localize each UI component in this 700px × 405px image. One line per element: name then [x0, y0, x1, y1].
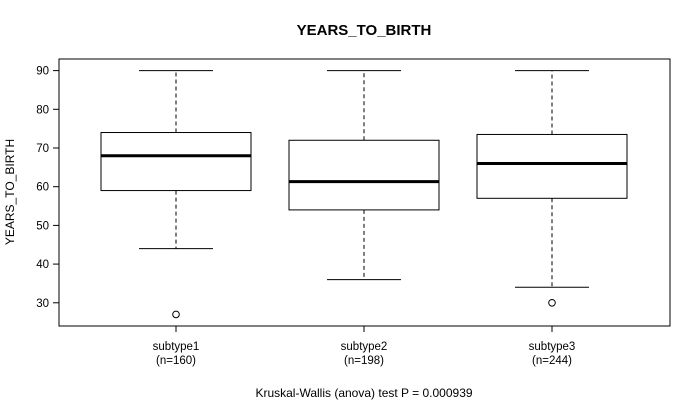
- x-tick-label-subtype3: subtype3: [529, 341, 576, 353]
- test-footnote: Kruskal-Wallis (anova) test P = 0.000939: [255, 386, 472, 400]
- box-subtype1: [100, 70, 252, 319]
- iqr-box-subtype1: [100, 132, 252, 192]
- y-tick-label-60: 60: [36, 182, 49, 194]
- y-axis: 30 40 50 60 70 80 90: [36, 66, 59, 310]
- box-subtype3: [476, 70, 628, 307]
- x-tick-label-subtype2: subtype2: [341, 341, 388, 353]
- x-tick-label-subtype1: subtype1: [153, 341, 200, 353]
- x-count-label-subtype2: (n=198): [344, 355, 384, 367]
- iqr-box-subtype3: [476, 133, 628, 199]
- box-subtype2: [288, 70, 440, 281]
- y-tick-label-90: 90: [36, 66, 49, 78]
- outlier-subtype1-0: [172, 310, 180, 319]
- y-tick-label-80: 80: [36, 104, 49, 116]
- x-axis: subtype1 (n=160) subtype2 (n=198) subtype3 (n…: [153, 326, 576, 367]
- x-count-label-subtype1: (n=160): [156, 355, 196, 367]
- y-tick-label-40: 40: [36, 259, 49, 271]
- y-tick-label-30: 30: [36, 298, 49, 310]
- y-tick-label-70: 70: [36, 143, 49, 155]
- outlier-subtype3-0: [548, 298, 556, 307]
- y-axis-label: YEARS_TO_BIRTH: [3, 139, 17, 245]
- chart-title: YEARS_TO_BIRTH: [297, 22, 432, 39]
- iqr-box-subtype2: [288, 139, 440, 211]
- y-tick-label-50: 50: [36, 220, 49, 232]
- boxes-group: [100, 70, 628, 319]
- x-count-label-subtype3: (n=244): [532, 355, 572, 367]
